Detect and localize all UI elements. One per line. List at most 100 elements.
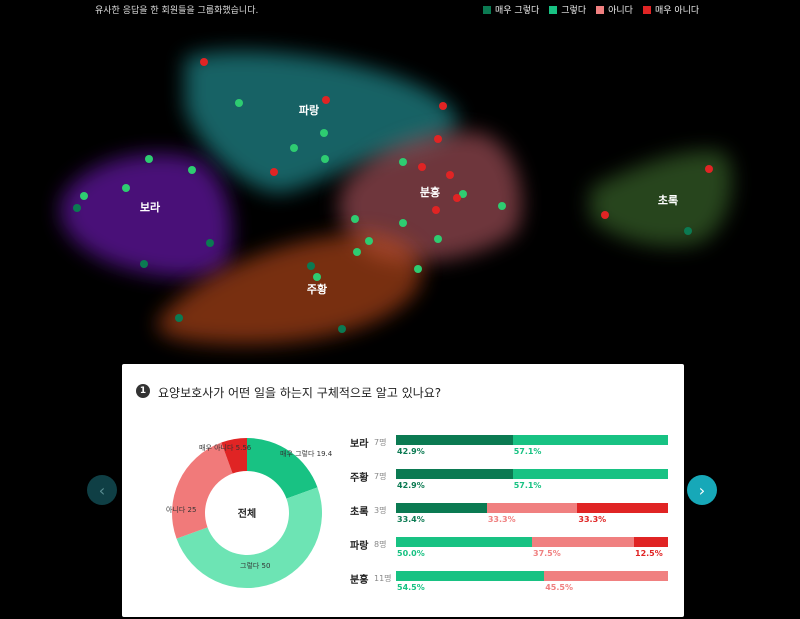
member-dot[interactable] — [705, 165, 713, 173]
member-dot[interactable] — [414, 265, 422, 273]
member-dot[interactable] — [434, 135, 442, 143]
member-dot[interactable] — [338, 325, 346, 333]
group-stacked-bar[interactable] — [396, 537, 668, 547]
bar-segment[interactable] — [577, 503, 668, 513]
legend-item: 매우 그렇다 — [483, 3, 539, 16]
member-dot[interactable] — [434, 235, 442, 243]
member-dot[interactable] — [313, 273, 321, 281]
bar-segment[interactable] — [396, 469, 513, 479]
legend-swatch — [596, 5, 605, 14]
group-stacked-bar[interactable] — [396, 469, 668, 479]
member-dot[interactable] — [322, 96, 330, 104]
member-dot[interactable] — [365, 237, 373, 245]
cluster-blob-green[interactable] — [590, 150, 732, 247]
donut-slice[interactable] — [176, 487, 322, 588]
group-count: 8명 — [374, 540, 387, 549]
bar-segment[interactable] — [396, 503, 487, 513]
member-dot[interactable] — [351, 215, 359, 223]
chevron-left-icon: ‹ — [98, 480, 106, 500]
member-dot[interactable] — [439, 102, 447, 110]
cluster-labels: 파랑 보라 분홍 주황 초록 — [140, 103, 678, 296]
segment-percent-label: 12.5% — [635, 549, 663, 558]
member-dot[interactable] — [399, 158, 407, 166]
group-row: 보라 7명 42.9% 57.1% — [348, 432, 678, 462]
cluster-blob-purple[interactable] — [60, 153, 232, 278]
question-number-badge: 1 — [136, 384, 150, 398]
member-dot[interactable] — [498, 202, 506, 210]
member-dot[interactable] — [453, 194, 461, 202]
legend-label: 아니다 — [608, 6, 633, 16]
group-count: 7명 — [374, 472, 387, 481]
cluster-blob-blue[interactable] — [185, 51, 458, 193]
segment-percent-label: 42.9% — [397, 481, 425, 490]
member-dot[interactable] — [122, 184, 130, 192]
group-name: 초록 — [350, 507, 369, 518]
cluster-map: 파랑 보라 분홍 주황 초록 — [60, 51, 732, 345]
donut-slice[interactable] — [221, 438, 247, 474]
bar-segment[interactable] — [532, 537, 634, 547]
member-dot[interactable] — [320, 129, 328, 137]
donut-slice-label: 그렇다 50 — [240, 561, 270, 570]
legend-item: 매우 아니다 — [642, 3, 700, 16]
member-dot[interactable] — [432, 206, 440, 214]
member-dot[interactable] — [418, 163, 426, 171]
legend-item: 그렇다 — [549, 3, 586, 16]
member-dot[interactable] — [321, 155, 329, 163]
next-question-button[interactable]: › — [687, 475, 717, 505]
cluster-label-orange: 주황 — [307, 282, 327, 296]
donut-slice-label: 매우 아니다 5.56 — [199, 443, 252, 452]
member-dot[interactable] — [206, 239, 214, 247]
member-dot[interactable] — [145, 155, 153, 163]
legend-label: 매우 그렇다 — [495, 6, 540, 16]
bar-segment[interactable] — [486, 503, 578, 513]
bar-segment[interactable] — [396, 537, 532, 547]
donut-slice[interactable] — [247, 438, 318, 499]
group-stacked-bar[interactable] — [396, 571, 668, 581]
member-dot[interactable] — [235, 99, 243, 107]
bar-segment[interactable] — [512, 469, 668, 479]
member-dot[interactable] — [446, 171, 454, 179]
member-dot[interactable] — [200, 58, 208, 66]
cluster-label-blue: 파랑 — [299, 103, 319, 117]
bar-segment[interactable] — [544, 571, 668, 581]
cluster-label-purple: 보라 — [140, 200, 161, 214]
legend-swatch — [642, 5, 651, 14]
group-row: 초록 3명 33.4% 33.3% 33.3% — [348, 500, 678, 530]
member-dot[interactable] — [73, 204, 81, 212]
legend-label: 그렇다 — [561, 6, 587, 16]
legend-label: 매우 아니다 — [654, 6, 700, 16]
member-dot[interactable] — [684, 227, 692, 235]
group-stacked-bar[interactable] — [396, 435, 668, 445]
segment-percent-label: 45.5% — [545, 583, 573, 592]
member-dot[interactable] — [307, 262, 315, 270]
group-count: 3명 — [374, 506, 387, 515]
prev-question-button[interactable]: ‹ — [87, 475, 117, 505]
member-dot[interactable] — [399, 219, 407, 227]
segment-percent-label: 42.9% — [397, 447, 425, 456]
segment-percent-label: 33.4% — [397, 515, 425, 524]
donut-slice-label: 아니다 25 — [166, 505, 196, 514]
bar-segment[interactable] — [396, 435, 513, 445]
donut-slice[interactable] — [172, 442, 233, 539]
bar-segment[interactable] — [634, 537, 668, 547]
bar-segment[interactable] — [512, 435, 668, 445]
group-row: 파랑 8명 50.0% 37.5% 12.5% — [348, 534, 678, 564]
member-dot[interactable] — [140, 260, 148, 268]
member-dot[interactable] — [353, 248, 361, 256]
member-dot[interactable] — [270, 168, 278, 176]
donut-center-label: 전체 — [238, 507, 256, 520]
group-row: 주황 7명 42.9% 57.1% — [348, 466, 678, 496]
member-dot[interactable] — [601, 211, 609, 219]
member-dot[interactable] — [188, 166, 196, 174]
bar-segment[interactable] — [396, 571, 545, 581]
cluster-blob-orange[interactable] — [157, 233, 422, 345]
segment-percent-label: 37.5% — [533, 549, 561, 558]
member-dot[interactable] — [80, 192, 88, 200]
member-dot[interactable] — [459, 190, 467, 198]
legend-swatch — [549, 5, 558, 14]
group-stacked-bar[interactable] — [396, 503, 668, 513]
member-dot[interactable] — [290, 144, 298, 152]
member-dot[interactable] — [175, 314, 183, 322]
cluster-blob-pink[interactable] — [339, 131, 522, 262]
cluster-label-green: 초록 — [658, 194, 678, 207]
